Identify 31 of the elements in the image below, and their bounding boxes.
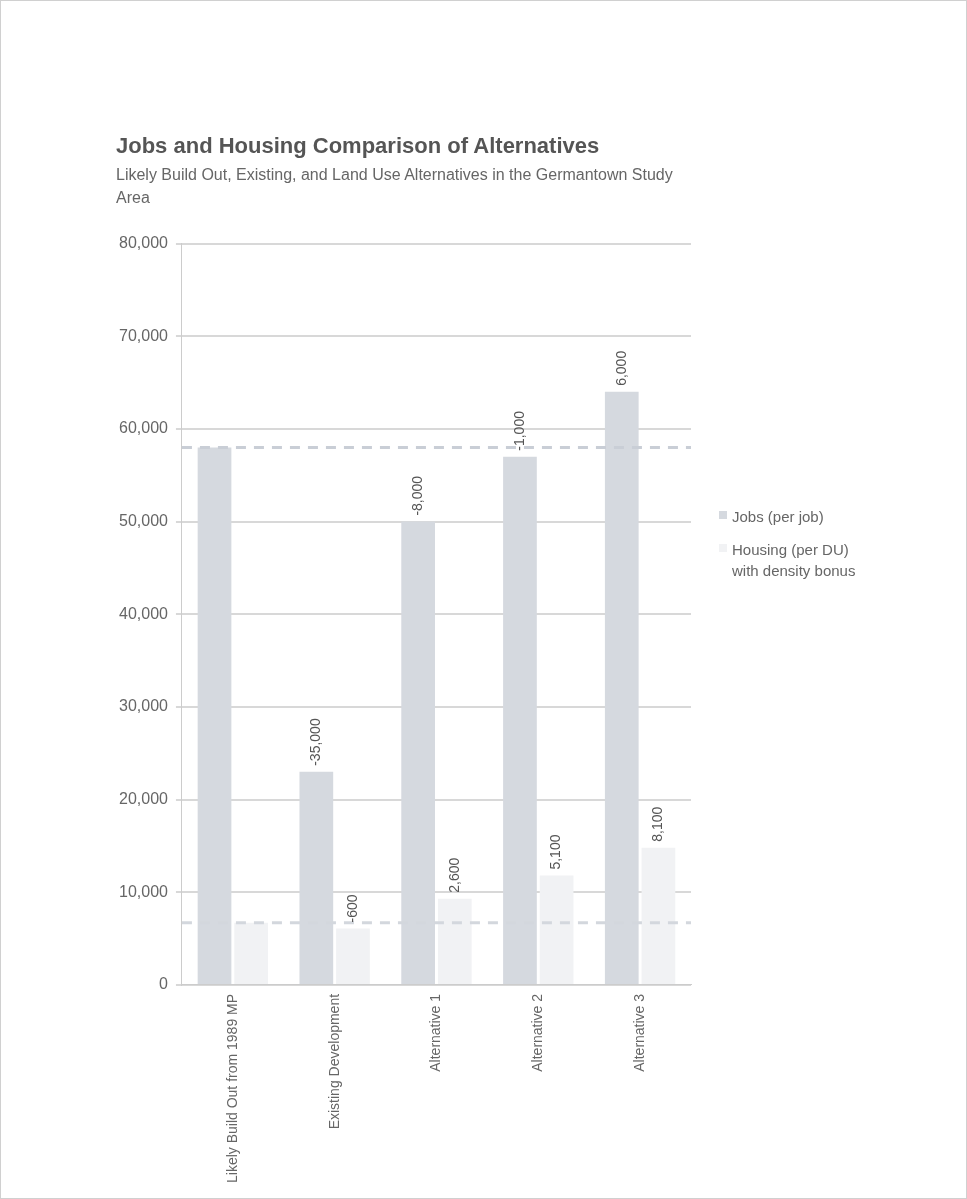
y-tick-label: 40,000: [119, 604, 169, 622]
annotation: 5,100: [547, 834, 564, 870]
annotation: 6,000: [612, 350, 629, 386]
annotation: 2,600: [445, 857, 462, 893]
y-tick-label: 30,000: [119, 697, 169, 715]
chart-title: Jobs and Housing Comparison of Alternatives: [116, 133, 600, 159]
y-tick-label: 10,000: [119, 882, 169, 900]
chart-subtitle: Likely Build Out, Existing, and Land Use Alternatives in the Germantown Study Area: [116, 165, 674, 209]
bar: [539, 875, 574, 984]
x-tick-label: Alternative 2: [529, 993, 546, 1072]
y-tick-label: 50,000: [119, 512, 169, 529]
annotation: -600: [343, 894, 360, 923]
bar: [437, 898, 472, 984]
bar: [234, 922, 269, 984]
x-tick-label: Existing Development: [325, 993, 342, 1130]
y-tick-label: 80,000: [119, 234, 169, 252]
x-tick-label: Likely Build Out from 1989 MP: [223, 993, 240, 1184]
y-tick-label: 70,000: [119, 326, 169, 344]
y-tick-label: 0: [159, 975, 169, 993]
x-tick-label: Alternative 1: [427, 993, 444, 1072]
y-tick-label: 20,000: [119, 789, 169, 807]
annotation: 8,100: [649, 806, 666, 842]
annotation: -8,000: [409, 475, 425, 516]
bar: [336, 928, 370, 984]
annotation: -35,000: [307, 718, 324, 766]
legend-label: Housing (per DU) with density bonus: [732, 540, 857, 581]
bar: [641, 847, 676, 984]
x-tick-label: Alternative 3: [630, 993, 647, 1072]
legend-label: Jobs (per job): [732, 507, 825, 527]
y-tick-label: 60,000: [119, 419, 169, 437]
annotation: -1,000: [510, 410, 527, 451]
